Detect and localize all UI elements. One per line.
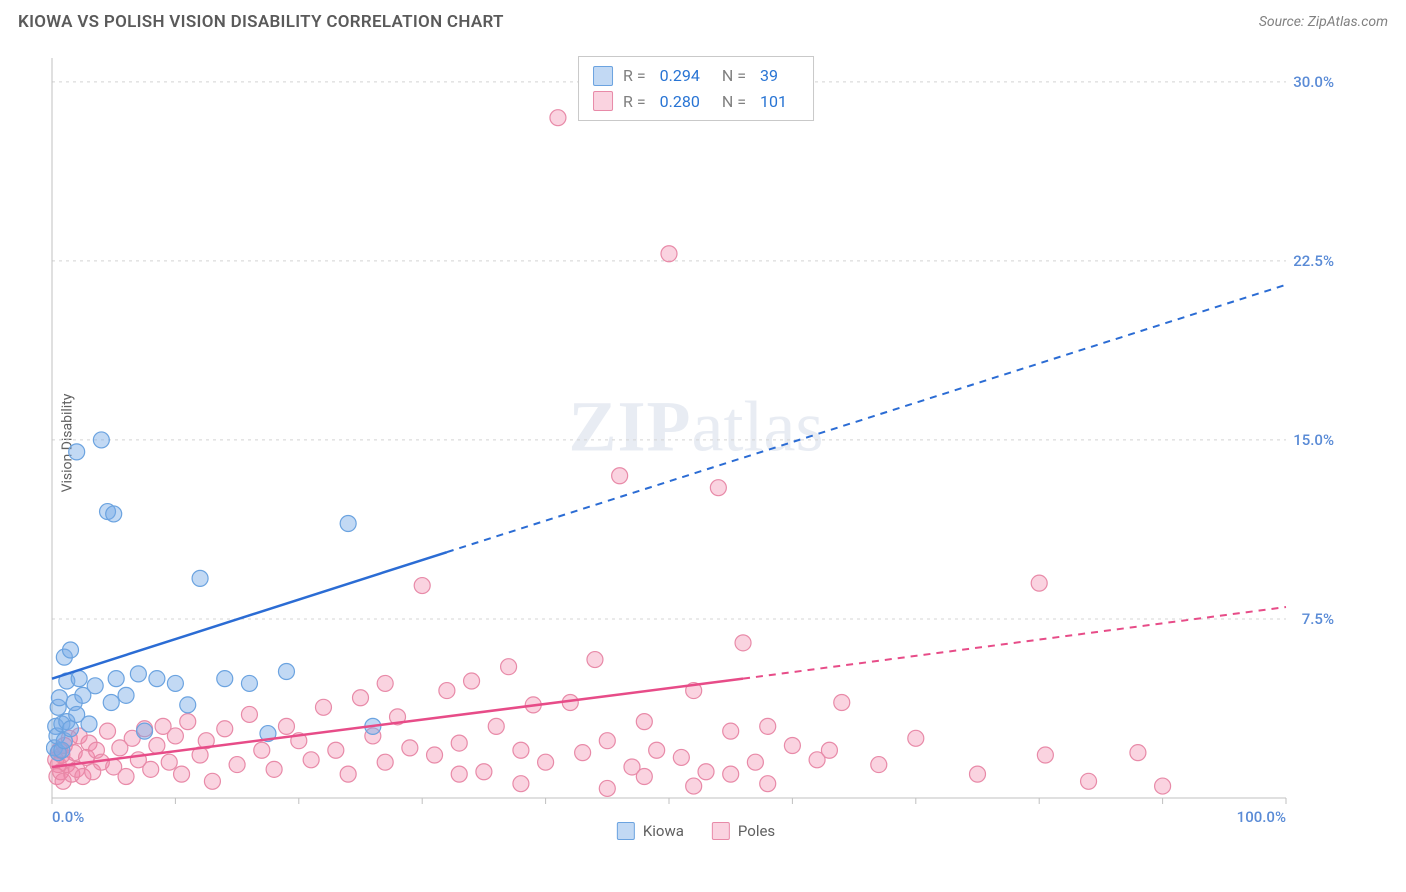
source-credit: Source: ZipAtlas.com <box>1259 14 1388 30</box>
legend-row-poles: R = 0.280 N = 101 <box>593 89 799 115</box>
svg-text:15.0%: 15.0% <box>1293 431 1334 449</box>
svg-text:22.5%: 22.5% <box>1293 252 1334 270</box>
legend-label-kiowa: Kiowa <box>643 822 684 840</box>
scatter-plot: 7.5% 15.0% 22.5% 30.0% 0.0% 100.0% <box>46 48 1346 838</box>
r-label: R = <box>623 63 646 89</box>
swatch-poles-icon <box>712 822 730 840</box>
r-value-poles: 0.280 <box>660 89 700 115</box>
r-value-kiowa: 0.294 <box>660 63 700 89</box>
n-value-kiowa: 39 <box>760 63 778 89</box>
svg-text:30.0%: 30.0% <box>1293 73 1334 91</box>
swatch-kiowa-icon <box>617 822 635 840</box>
chart-area: Vision Disability ZIPatlas 7.5%15.0%22.5… <box>46 48 1346 838</box>
n-label: N = <box>722 89 746 115</box>
n-value-poles: 101 <box>760 89 787 115</box>
svg-text:100.0%: 100.0% <box>1237 808 1286 826</box>
swatch-poles <box>593 91 613 111</box>
r-label: R = <box>623 89 646 115</box>
legend-item-kiowa: Kiowa <box>617 822 684 840</box>
legend-item-poles: Poles <box>712 822 775 840</box>
swatch-kiowa <box>593 66 613 86</box>
svg-text:7.5%: 7.5% <box>1302 610 1334 628</box>
legend-row-kiowa: R = 0.294 N = 39 <box>593 63 799 89</box>
n-label: N = <box>722 63 746 89</box>
legend-label-poles: Poles <box>738 822 775 840</box>
legend-correlation: R = 0.294 N = 39 R = 0.280 N = 101 <box>578 56 814 121</box>
svg-text:0.0%: 0.0% <box>52 808 84 826</box>
chart-title: KIOWA VS POLISH VISION DISABILITY CORREL… <box>18 12 504 32</box>
legend-series: Kiowa Poles <box>617 822 775 840</box>
chart-header: KIOWA VS POLISH VISION DISABILITY CORREL… <box>0 0 1406 40</box>
